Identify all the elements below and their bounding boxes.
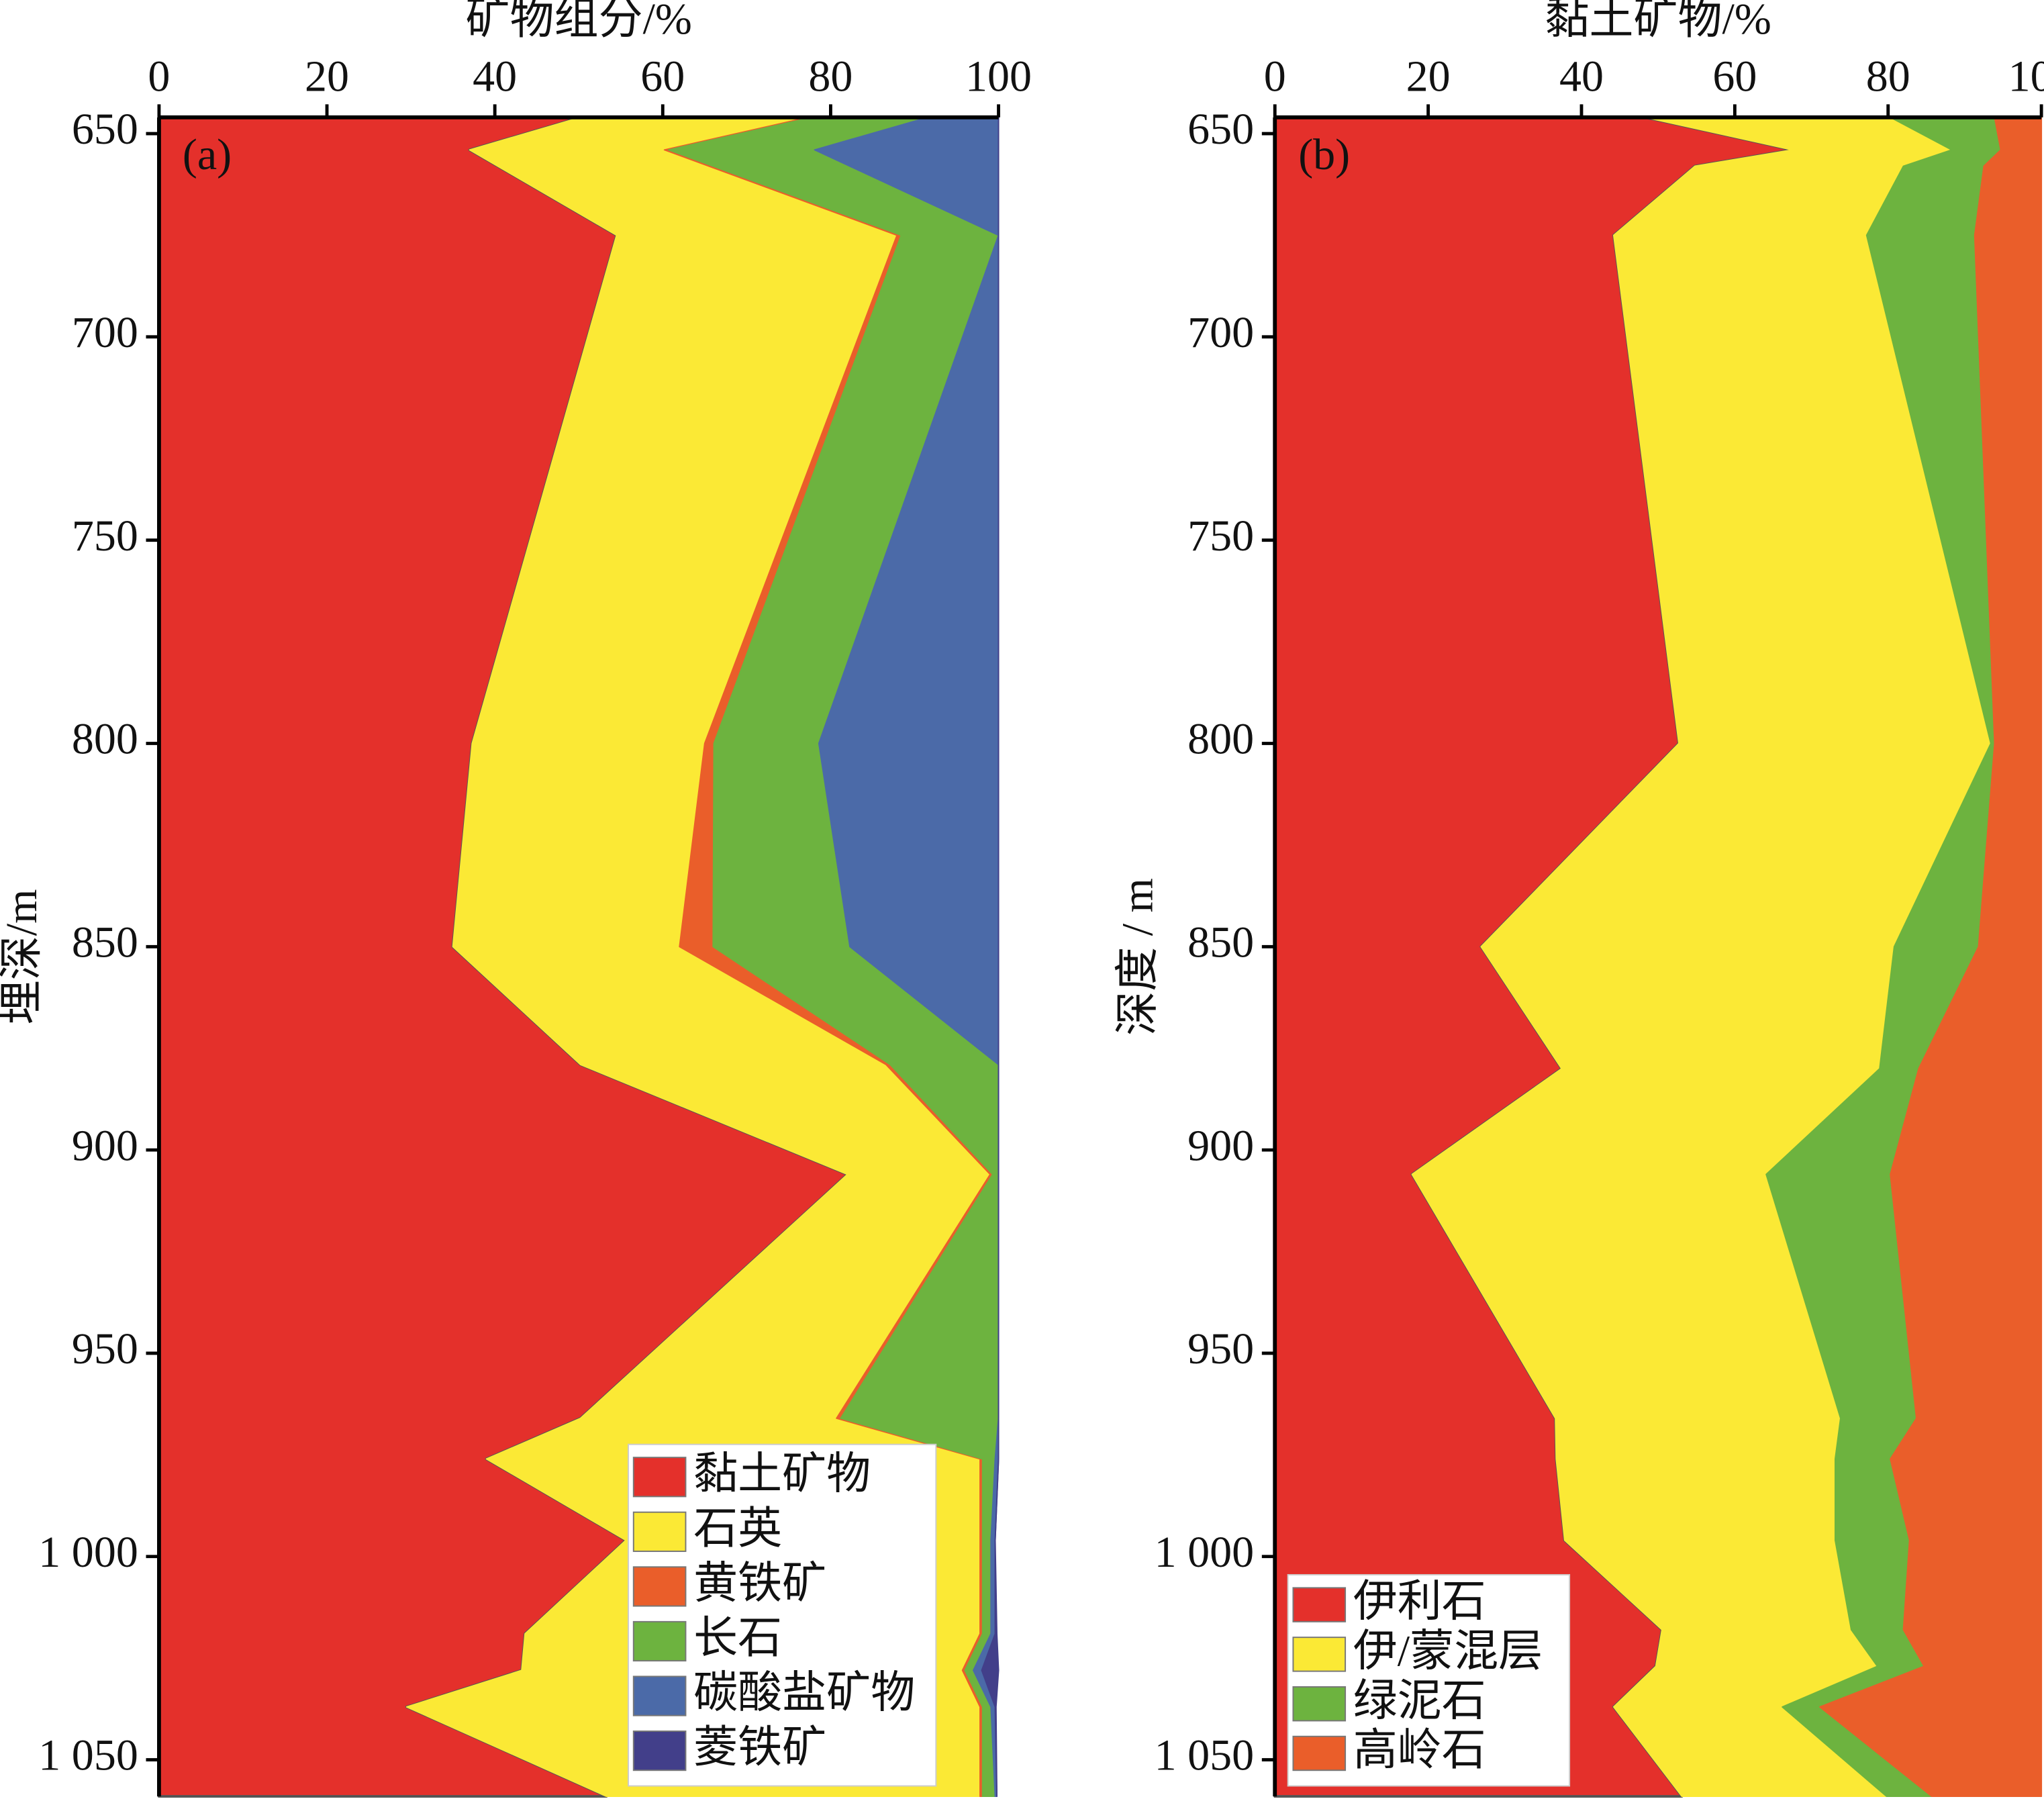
y-tick-label: 900 bbox=[72, 1121, 138, 1170]
y-tick-label: 950 bbox=[1187, 1324, 1254, 1373]
area-segment bbox=[981, 116, 1000, 1798]
y-tick-label: 1 050 bbox=[1155, 1731, 1255, 1780]
legend-label: 石英 bbox=[693, 1504, 782, 1553]
x-tick-label: 40 bbox=[473, 52, 517, 101]
x-tick-label: 80 bbox=[808, 52, 853, 101]
legend-label: 伊/蒙混层 bbox=[1353, 1626, 1543, 1675]
legend-label: 碳酸盐矿物 bbox=[693, 1669, 915, 1718]
x-tick-label: 20 bbox=[305, 52, 349, 101]
x-axis-title: 黏土矿物/% bbox=[1545, 0, 1771, 44]
legend-label: 黏土矿物 bbox=[693, 1449, 871, 1498]
legend-label: 高岭石 bbox=[1353, 1726, 1486, 1775]
y-axis-title: 埋深/m bbox=[0, 889, 46, 1025]
y-tick-label: 1 050 bbox=[38, 1731, 138, 1780]
x-tick-label: 100 bbox=[965, 52, 1032, 101]
y-tick-label: 750 bbox=[1187, 512, 1254, 561]
legend-swatch bbox=[1292, 1735, 1347, 1771]
x-tick-label: 60 bbox=[640, 52, 685, 101]
legend-swatch bbox=[632, 1457, 687, 1498]
plot-area bbox=[157, 115, 1000, 1798]
legend-label: 长石 bbox=[693, 1614, 782, 1663]
legend-swatch bbox=[632, 1620, 687, 1662]
y-tick-label: 650 bbox=[1187, 105, 1254, 154]
y-tick-label: 900 bbox=[1187, 1121, 1254, 1170]
legend-swatch bbox=[632, 1566, 687, 1607]
y-tick-label: 1 000 bbox=[38, 1528, 138, 1577]
y-tick-label: 700 bbox=[72, 308, 138, 357]
x-tick-label: 40 bbox=[1559, 52, 1604, 101]
legend-swatch bbox=[632, 1731, 687, 1771]
x-tick-label: 20 bbox=[1406, 52, 1451, 101]
area-segment bbox=[1819, 116, 2043, 1798]
y-tick-label: 800 bbox=[72, 715, 138, 764]
y-axis-title: 深度 / m bbox=[1113, 878, 1162, 1036]
legend-label: 绿泥石 bbox=[1353, 1676, 1486, 1725]
y-tick-label: 800 bbox=[1187, 715, 1254, 764]
panel-label: (a) bbox=[183, 130, 232, 179]
legend-swatch bbox=[632, 1675, 687, 1716]
y-tick-label: 650 bbox=[72, 105, 138, 154]
legend-label: 伊利石 bbox=[1353, 1577, 1486, 1626]
y-tick-label: 850 bbox=[1187, 918, 1254, 967]
x-axis-title: 矿物组分/% bbox=[466, 0, 692, 44]
x-tick-label: 100 bbox=[2008, 52, 2044, 101]
y-tick-label: 750 bbox=[72, 512, 138, 561]
x-tick-label: 60 bbox=[1712, 52, 1757, 101]
legend-label: 黄铁矿 bbox=[693, 1559, 826, 1608]
legend-label: 菱铁矿 bbox=[693, 1723, 826, 1772]
y-tick-label: 950 bbox=[72, 1324, 138, 1373]
legend-swatch bbox=[1292, 1587, 1347, 1622]
x-tick-label: 80 bbox=[1866, 52, 1910, 101]
y-tick-label: 1 000 bbox=[1155, 1528, 1255, 1577]
y-tick-label: 700 bbox=[1187, 308, 1254, 357]
legend-swatch bbox=[1292, 1686, 1347, 1722]
legend-box bbox=[628, 1443, 937, 1787]
x-tick-label: 0 bbox=[148, 52, 170, 101]
y-tick-label: 850 bbox=[72, 918, 138, 967]
panel-label: (b) bbox=[1298, 130, 1350, 179]
legend-swatch bbox=[1292, 1637, 1347, 1672]
plot-area bbox=[1273, 115, 2043, 1798]
x-tick-label: 0 bbox=[1264, 52, 1286, 101]
legend-swatch bbox=[632, 1511, 687, 1552]
